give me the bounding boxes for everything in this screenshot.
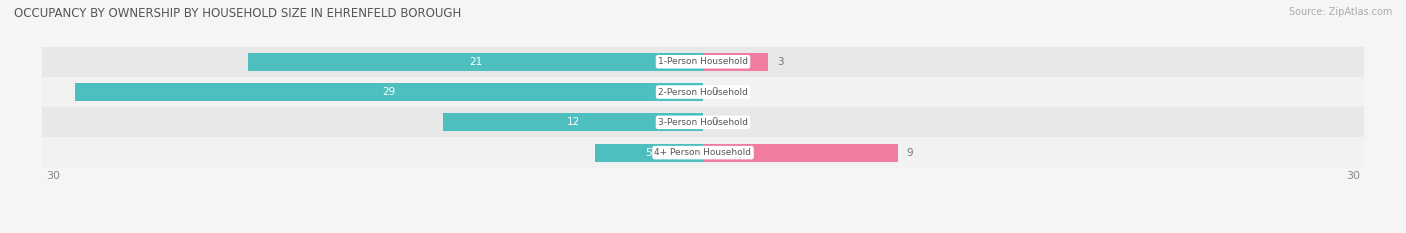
Bar bbox=[703, 144, 898, 162]
Text: 9: 9 bbox=[907, 148, 914, 158]
Text: 2-Person Household: 2-Person Household bbox=[658, 88, 748, 96]
Text: 0: 0 bbox=[711, 87, 718, 97]
Text: 3: 3 bbox=[776, 57, 783, 67]
Bar bbox=[42, 47, 1364, 77]
Legend: Owner-occupied, Renter-occupied: Owner-occupied, Renter-occupied bbox=[591, 231, 815, 233]
Text: 0: 0 bbox=[711, 117, 718, 127]
Text: Source: ZipAtlas.com: Source: ZipAtlas.com bbox=[1288, 7, 1392, 17]
Text: 21: 21 bbox=[468, 57, 482, 67]
Text: 4+ Person Household: 4+ Person Household bbox=[655, 148, 751, 157]
Bar bbox=[42, 77, 1364, 107]
Bar bbox=[75, 83, 703, 101]
Bar bbox=[247, 53, 703, 71]
Text: 5: 5 bbox=[645, 148, 652, 158]
Bar bbox=[42, 137, 1364, 168]
Text: 3-Person Household: 3-Person Household bbox=[658, 118, 748, 127]
Bar bbox=[703, 53, 768, 71]
Text: OCCUPANCY BY OWNERSHIP BY HOUSEHOLD SIZE IN EHRENFELD BOROUGH: OCCUPANCY BY OWNERSHIP BY HOUSEHOLD SIZE… bbox=[14, 7, 461, 20]
Text: 29: 29 bbox=[382, 87, 395, 97]
Text: 1-Person Household: 1-Person Household bbox=[658, 57, 748, 66]
Bar bbox=[443, 113, 703, 131]
Bar bbox=[595, 144, 703, 162]
Bar bbox=[42, 107, 1364, 137]
Text: 12: 12 bbox=[567, 117, 579, 127]
